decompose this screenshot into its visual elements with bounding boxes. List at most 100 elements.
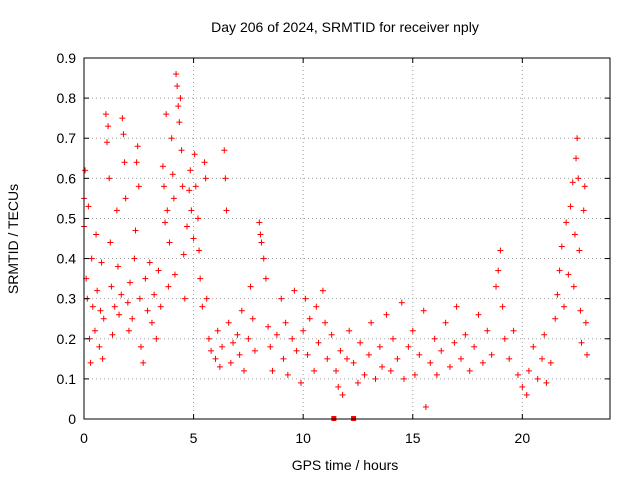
data-point: [251, 347, 258, 354]
data-point: [153, 335, 160, 342]
data-point: [534, 375, 541, 382]
plot-frame: [83, 57, 611, 420]
data-point: [227, 359, 234, 366]
data-point: [376, 343, 383, 350]
data-point: [390, 335, 397, 342]
data-point: [315, 339, 322, 346]
data-point: [135, 183, 142, 190]
data-point: [582, 319, 589, 326]
data-point: [122, 195, 129, 202]
data-point: [471, 343, 478, 350]
data-point: [442, 319, 449, 326]
axis-ticks: 0 0.1 0.2 0.3 0.4 0.5 0.6 0.7 0.8 0.9 0 5 10 15 20: [57, 50, 610, 446]
data-point: [560, 303, 567, 310]
data-point: [267, 343, 274, 350]
data-point: [333, 367, 340, 374]
data-point: [552, 315, 559, 322]
y-tick-label: 0.2: [57, 331, 77, 347]
data-point: [451, 339, 458, 346]
data-point: [142, 275, 149, 282]
data-point: [387, 367, 394, 374]
data-point: [506, 355, 513, 362]
data-point: [567, 203, 574, 210]
data-point: [134, 143, 141, 150]
data-point: [484, 327, 491, 334]
data-point: [164, 207, 171, 214]
data-point: [104, 139, 111, 146]
data-point: [173, 71, 180, 78]
data-point: [201, 159, 208, 166]
data-point: [91, 327, 98, 334]
data-point: [184, 223, 191, 230]
data-point: [236, 351, 243, 358]
data-point: [159, 163, 166, 170]
data-point: [313, 303, 320, 310]
data-point: [205, 335, 212, 342]
data-point: [328, 331, 335, 338]
data-point: [87, 359, 94, 366]
data-point: [119, 115, 126, 122]
data-point: [447, 363, 454, 370]
data-point: [157, 303, 164, 310]
data-point: [422, 403, 429, 410]
data-point: [120, 131, 127, 138]
data-point: [289, 335, 296, 342]
data-point: [171, 271, 178, 278]
data-point: [190, 235, 197, 242]
data-marks: [81, 71, 590, 421]
data-point: [438, 347, 445, 354]
data-point: [203, 295, 210, 302]
data-point: [221, 147, 228, 154]
data-point: [247, 283, 254, 290]
data-point: [169, 171, 176, 178]
data-point: [249, 315, 256, 322]
data-point: [106, 175, 113, 182]
data-point: [427, 359, 434, 366]
data-point: [219, 343, 226, 350]
data-point: [260, 255, 267, 262]
data-point: [416, 351, 423, 358]
data-point: [280, 355, 287, 362]
data-point: [344, 355, 350, 362]
data-point: [479, 359, 486, 366]
data-point: [216, 363, 223, 370]
data-point: [365, 351, 372, 358]
data-point: [372, 375, 379, 382]
data-point: [269, 367, 276, 374]
data-point: [107, 239, 114, 246]
x-tick-label: 5: [190, 430, 198, 446]
data-point: [519, 383, 526, 390]
data-point: [178, 147, 185, 154]
data-point: [541, 331, 548, 338]
data-point: [583, 351, 590, 358]
data-point: [186, 187, 193, 194]
x-tick-label: 20: [515, 430, 531, 446]
data-point: [137, 343, 144, 350]
data-point: [240, 367, 247, 374]
data-point: [409, 327, 416, 334]
data-point: [100, 315, 107, 322]
data-point: [191, 151, 198, 158]
data-point: [174, 83, 181, 90]
grid: [84, 58, 610, 419]
data-point: [194, 215, 201, 222]
data-point: [278, 295, 285, 302]
data-point: [238, 307, 245, 314]
data-point: [89, 303, 96, 310]
data-point: [554, 291, 561, 298]
data-point: [111, 303, 118, 310]
data-point: [155, 267, 162, 274]
data-point: [475, 311, 482, 318]
data-point: [162, 219, 169, 226]
data-point: [175, 103, 182, 110]
data-point: [257, 231, 264, 238]
data-point: [311, 367, 318, 374]
data-point: [256, 219, 263, 226]
data-point: [144, 307, 151, 314]
data-point: [578, 339, 585, 346]
data-point: [179, 183, 186, 190]
data-point: [148, 319, 155, 326]
data-point: [495, 267, 502, 274]
data-point: [108, 283, 115, 290]
data-point: [258, 239, 265, 246]
